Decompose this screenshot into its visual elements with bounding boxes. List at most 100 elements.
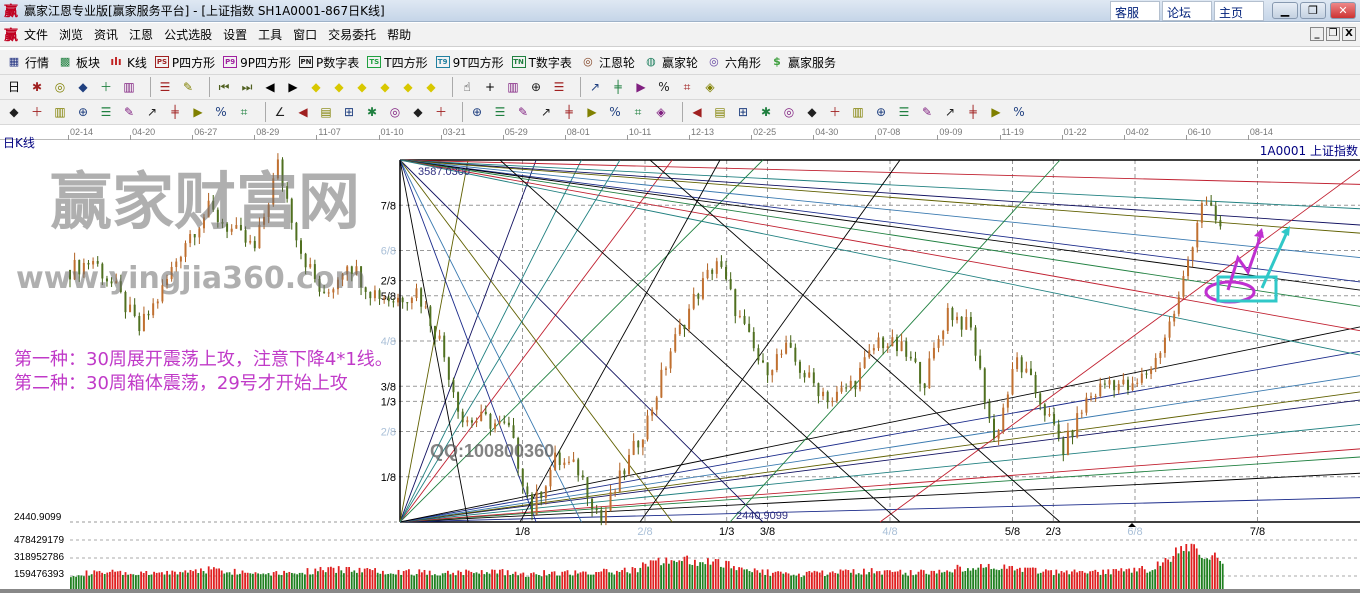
angle2-icon[interactable]: ☰ [898, 105, 910, 119]
gold-circle-icon[interactable]: ◎ [783, 105, 795, 119]
winner-angle-icon[interactable]: ▶ [991, 105, 1001, 119]
menu-gann[interactable]: 江恩 [129, 28, 154, 42]
calculator-icon[interactable]: ╪ [614, 80, 622, 94]
gold-lines-icon[interactable]: ◆ [807, 105, 817, 119]
arrow-left-diamond-icon[interactable]: ◆ [311, 80, 321, 94]
toolbar-button-ts[interactable]: TS T四方形 [367, 54, 428, 71]
crosshair-icon[interactable]: + [484, 80, 496, 94]
n2-icon[interactable]: % [215, 105, 227, 119]
menu-browse[interactable]: 浏览 [59, 28, 84, 42]
hand-icon[interactable]: ☝ [463, 80, 471, 94]
network-icon[interactable]: ⌗ [683, 80, 691, 94]
diamond-x-icon[interactable]: ◆ [380, 80, 390, 94]
toolbar-button-blocks[interactable]: ▩ 板块 [57, 54, 100, 71]
wave-icon[interactable]: ▥ [852, 105, 864, 119]
angle-icon[interactable]: ╪ [565, 105, 573, 119]
percent-lines-icon[interactable]: ✱ [760, 105, 772, 119]
winner-hash-icon[interactable]: ◎ [389, 105, 401, 119]
square-spiral-icon[interactable]: ▤ [320, 105, 332, 119]
color-chart-icon[interactable]: ✎ [182, 80, 194, 94]
circle-cross-icon[interactable]: ∠ [274, 105, 286, 119]
save-icon[interactable]: % [658, 80, 670, 94]
diamond-cross-icon[interactable]: ◆ [403, 80, 413, 94]
box-icon[interactable]: ⊕ [471, 105, 483, 119]
toolbar-button-pn[interactable]: PN P数字表 [299, 54, 359, 71]
toolbar-button-dollar[interactable]: $ 赢家服务 [769, 54, 836, 71]
restore-button[interactable]: ❐ [1300, 2, 1326, 19]
toolbar-button-t9[interactable]: T9 9T四方形 [435, 54, 504, 71]
pen2-icon[interactable]: ↗ [146, 105, 158, 119]
report-icon[interactable]: ▶ [636, 80, 646, 94]
prev-icon[interactable]: ◀ [265, 80, 275, 94]
toolbar-button-tn[interactable]: TN T数字表 [511, 54, 572, 71]
toolbar-button-winner-wheel[interactable]: ◍ 赢家轮 [643, 54, 698, 71]
close-button[interactable]: ✕ [1330, 2, 1356, 19]
arrow-right-diamond-icon[interactable]: ◆ [334, 80, 344, 94]
line-tool-icon[interactable]: ▥ [507, 80, 519, 94]
hash-icon[interactable]: ＋ [30, 105, 43, 119]
four-angle-icon[interactable]: % [1013, 105, 1025, 119]
marker-icon[interactable]: ＋ [828, 105, 841, 119]
menu-trade[interactable]: 交易委托 [328, 28, 377, 42]
god-hash-icon[interactable]: ✱ [366, 105, 378, 119]
menu-settings[interactable]: 设置 [223, 28, 248, 42]
grid2-icon[interactable]: ⌗ [634, 105, 642, 119]
chart3-icon[interactable]: ◆ [78, 80, 88, 94]
last-icon[interactable]: ⏭ [241, 80, 253, 94]
gold-angle-icon[interactable]: ↗ [944, 105, 956, 119]
percent-red-icon[interactable]: ▤ [714, 105, 726, 119]
menu-window[interactable]: 窗口 [293, 28, 318, 42]
gear-shape-icon[interactable]: ⊕ [530, 80, 542, 94]
computer-icon[interactable]: ◈ [705, 80, 715, 94]
horizontal-scrollbar[interactable] [0, 589, 1360, 593]
toolbar-button-gann-wheel[interactable]: ◎ 江恩轮 [580, 54, 635, 71]
diamond-v-icon[interactable]: ◆ [426, 80, 436, 94]
toolbar-button-hexagon[interactable]: ◎ 六角形 [706, 54, 761, 71]
candle-select-icon[interactable]: ▥ [123, 80, 135, 94]
grid-fan2-icon[interactable]: ↗ [540, 105, 552, 119]
god-angle-icon[interactable]: ╪ [969, 105, 977, 119]
toolbar-button-ps[interactable]: PS P四方形 [154, 54, 215, 71]
diamond-h-icon[interactable]: ◆ [357, 80, 367, 94]
fan-icon[interactable]: ☰ [494, 105, 506, 119]
ruler-icon[interactable]: ◆ [413, 105, 423, 119]
first-icon[interactable]: ⏮ [218, 80, 230, 94]
circle-scale-icon[interactable]: ╪ [171, 105, 179, 119]
web-icon[interactable]: ◀ [298, 105, 308, 119]
pen-icon[interactable]: ◆ [9, 105, 19, 119]
menu-tools[interactable]: 工具 [258, 28, 283, 42]
chart9-icon[interactable]: ＋ [99, 80, 112, 94]
table-icon[interactable]: ◀ [692, 105, 702, 119]
pattern-icon[interactable]: ☰ [159, 80, 171, 94]
slash-icon[interactable]: ⊞ [343, 105, 355, 119]
f-hash-icon[interactable]: ☰ [100, 105, 112, 119]
percent-icon[interactable]: ⊞ [737, 105, 749, 119]
zoom-icon[interactable]: ✱ [31, 80, 43, 94]
forum-link[interactable]: 论坛 [1162, 1, 1212, 21]
parallel-icon[interactable]: ◈ [656, 105, 666, 119]
f-angle-icon[interactable]: ✎ [921, 105, 933, 119]
triangle-icon[interactable]: ⌗ [240, 105, 248, 119]
grid-fan-icon[interactable]: ✎ [517, 105, 529, 119]
mdi-close-button[interactable]: X [1342, 27, 1356, 41]
gold-icon[interactable]: ⊕ [875, 105, 887, 119]
minimize-button[interactable]: ▁ [1272, 2, 1298, 19]
menu-file[interactable]: 文件 [24, 28, 49, 42]
gold-hash-icon[interactable]: ▥ [54, 105, 66, 119]
next-icon[interactable]: ▶ [288, 80, 298, 94]
span-icon[interactable]: ＋ [434, 105, 447, 119]
grid-icon[interactable]: % [609, 105, 621, 119]
menu-news[interactable]: 资讯 [94, 28, 119, 42]
menu-formula[interactable]: 公式选股 [164, 28, 213, 42]
spiral-icon[interactable]: ✎ [123, 105, 135, 119]
toolbar-button-grid-table[interactable]: ▦ 行情 [6, 54, 49, 71]
hash2-icon[interactable]: ▶ [193, 105, 203, 119]
v-icon[interactable]: ▶ [587, 105, 597, 119]
toolbar-button-p9[interactable]: P9 9P四方形 [223, 54, 291, 71]
pattern2-icon[interactable]: ☰ [553, 80, 565, 94]
toolbar-button-candles[interactable]: ılı K线 [108, 54, 147, 71]
homepage-link[interactable]: 主页 [1214, 1, 1264, 21]
mdi-restore-button[interactable]: ❐ [1326, 27, 1340, 41]
gold-hash2-icon[interactable]: ⊕ [77, 105, 89, 119]
